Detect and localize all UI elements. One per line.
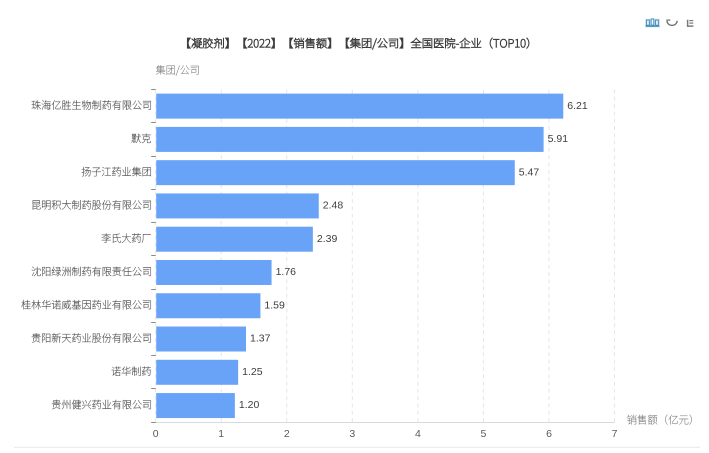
svg-text:1: 1 [218,428,224,440]
svg-text:6: 6 [546,428,552,440]
svg-text:1.37: 1.37 [250,333,271,345]
svg-text:1.25: 1.25 [242,366,263,378]
svg-text:0: 0 [153,428,159,440]
svg-text:2: 2 [284,428,290,440]
svg-text:3: 3 [349,428,355,440]
svg-text:1.59: 1.59 [264,299,285,311]
svg-text:7: 7 [612,428,618,440]
svg-text:6.21: 6.21 [567,100,588,112]
svg-text:5.47: 5.47 [519,166,540,178]
svg-text:2.39: 2.39 [317,233,338,245]
svg-text:1.76: 1.76 [276,266,297,278]
svg-text:2.48: 2.48 [323,200,344,212]
svg-text:5: 5 [480,428,486,440]
svg-text:4: 4 [415,428,421,440]
svg-text:1.20: 1.20 [239,399,260,411]
svg-text:5.91: 5.91 [548,133,569,145]
